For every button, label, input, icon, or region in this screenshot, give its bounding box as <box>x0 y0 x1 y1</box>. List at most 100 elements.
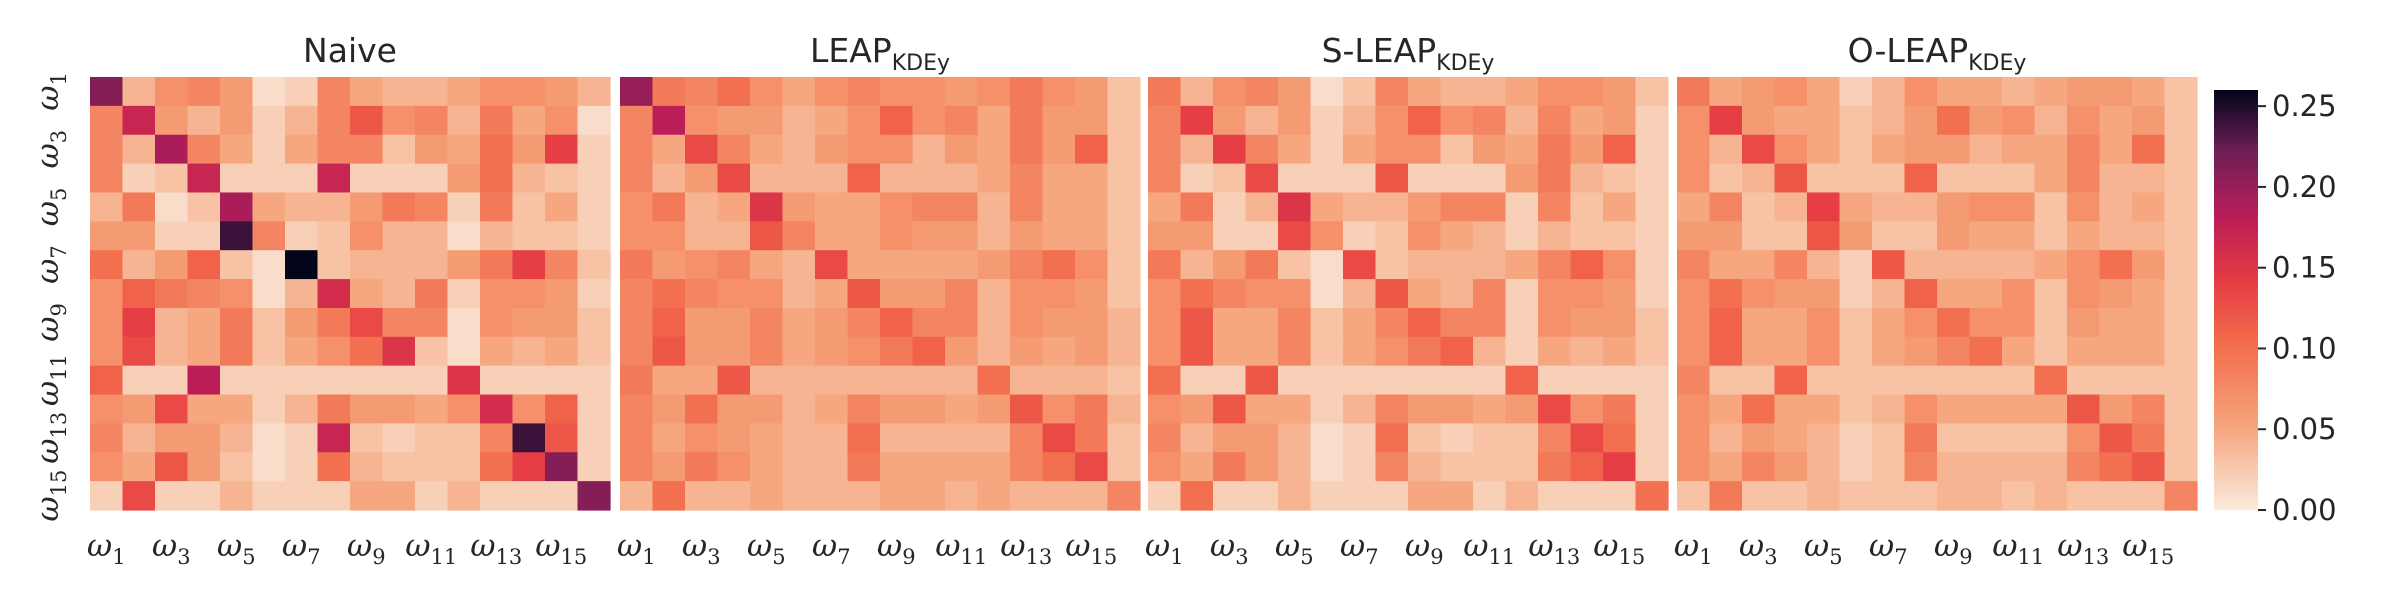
heatmap-cell <box>122 394 156 424</box>
heatmap-cell <box>1075 452 1109 482</box>
heatmap-cell <box>1774 423 1808 453</box>
heatmap-cell <box>1969 163 2003 194</box>
heatmap-cell <box>1010 452 1044 482</box>
heatmap-cell <box>2099 192 2133 222</box>
heatmap-cell <box>1635 307 1669 338</box>
heatmap-cell <box>577 163 611 194</box>
heatmap-cell <box>1839 481 1873 511</box>
heatmap-cell <box>1742 221 1776 251</box>
heatmap-cell <box>480 394 514 424</box>
heatmap-cell <box>2067 134 2101 165</box>
heatmap-cell <box>577 394 611 424</box>
heatmap-cell <box>1969 307 2003 338</box>
heatmap-cell <box>1742 365 1776 396</box>
heatmap-cell <box>1872 365 1906 396</box>
heatmap-cell <box>1505 481 1539 511</box>
heatmap-cell <box>2067 279 2101 309</box>
heatmap-cell <box>750 250 784 280</box>
heatmap-cell <box>1937 250 1971 280</box>
heatmap-cell <box>685 279 719 309</box>
heatmap-cell <box>1570 394 1604 424</box>
x-tick-label: ω7 <box>812 528 851 569</box>
heatmap-cell <box>1807 481 1841 511</box>
heatmap-cell <box>1872 163 1906 194</box>
heatmap-cell <box>1440 423 1474 453</box>
heatmap-cell <box>685 105 719 136</box>
heatmap-cell <box>447 307 481 338</box>
heatmap-cell <box>317 163 351 194</box>
heatmap-cell <box>220 336 254 367</box>
heatmap-cell <box>1075 307 1109 338</box>
x-tick-label: ω7 <box>1869 528 1908 569</box>
heatmap-cell <box>1473 307 1507 338</box>
heatmap-cell <box>1042 105 1076 136</box>
heatmap-cell <box>2164 134 2198 165</box>
heatmap-cell <box>1774 481 1808 511</box>
heatmap-cell <box>1343 452 1377 482</box>
heatmap-cell <box>1148 423 1182 453</box>
heatmap-cell <box>220 77 254 107</box>
heatmap-cell <box>1807 452 1841 482</box>
heatmap-cell <box>220 394 254 424</box>
heatmap-cell <box>1408 336 1442 367</box>
heatmap-cell <box>1538 221 1572 251</box>
heatmap-cell <box>620 221 654 251</box>
heatmap-cell <box>1807 134 1841 165</box>
heatmap-cell <box>1245 307 1279 338</box>
heatmap-cell <box>350 192 384 222</box>
heatmap-cell <box>1010 134 1044 165</box>
heatmap-cell <box>620 423 654 453</box>
heatmap-cell <box>512 423 546 453</box>
heatmap-cell <box>1440 452 1474 482</box>
heatmap-cell <box>1603 423 1637 453</box>
heatmap-cell <box>620 163 654 194</box>
heatmap-cell <box>1774 250 1808 280</box>
heatmap-cell <box>512 250 546 280</box>
heatmap-cell <box>1872 481 1906 511</box>
heatmap-cell <box>577 423 611 453</box>
heatmap-cell <box>1310 105 1344 136</box>
heatmap-cell <box>2067 192 2101 222</box>
heatmap-cell <box>350 134 384 165</box>
heatmap-cell <box>1505 77 1539 107</box>
heatmap-cell <box>1010 481 1044 511</box>
heatmap-cell <box>1538 105 1572 136</box>
heatmap-cell <box>782 105 816 136</box>
heatmap-cell <box>252 105 286 136</box>
heatmap-cell <box>2034 221 2068 251</box>
heatmap-cell <box>2034 279 2068 309</box>
heatmap-cell <box>2067 105 2101 136</box>
heatmap-cell <box>1505 192 1539 222</box>
heatmap-cell <box>847 105 881 136</box>
heatmap-cell <box>750 452 784 482</box>
heatmap-cell <box>1213 452 1247 482</box>
heatmap-cell <box>620 192 654 222</box>
heatmap-cell <box>1937 481 1971 511</box>
heatmap-cell <box>1375 481 1409 511</box>
heatmap-cell <box>1010 307 1044 338</box>
y-tick-label: ω15 <box>30 470 71 522</box>
heatmap-cell <box>1408 105 1442 136</box>
heatmap-cell <box>1709 77 1743 107</box>
heatmap-cell <box>652 163 686 194</box>
heatmap-cell <box>350 394 384 424</box>
heatmap-cell <box>447 365 481 396</box>
heatmap-cell <box>652 394 686 424</box>
heatmap-cell <box>382 423 416 453</box>
heatmap-cell <box>155 336 189 367</box>
panel-title: O-LEAPKDEy <box>1848 31 2027 76</box>
heatmap-cell <box>1245 192 1279 222</box>
heatmap-cell <box>1408 365 1442 396</box>
heatmap-cell <box>750 105 784 136</box>
heatmap-cell <box>880 365 914 396</box>
heatmap-cell <box>545 336 579 367</box>
heatmap-cell <box>382 221 416 251</box>
heatmap-cell <box>1310 77 1344 107</box>
heatmap-cell <box>1807 250 1841 280</box>
heatmap-cell <box>1440 307 1474 338</box>
heatmap-cell <box>1343 307 1377 338</box>
heatmap-cell <box>1937 221 1971 251</box>
heatmap-cell <box>945 279 979 309</box>
heatmap-cell <box>945 77 979 107</box>
heatmap-cell <box>1180 452 1214 482</box>
